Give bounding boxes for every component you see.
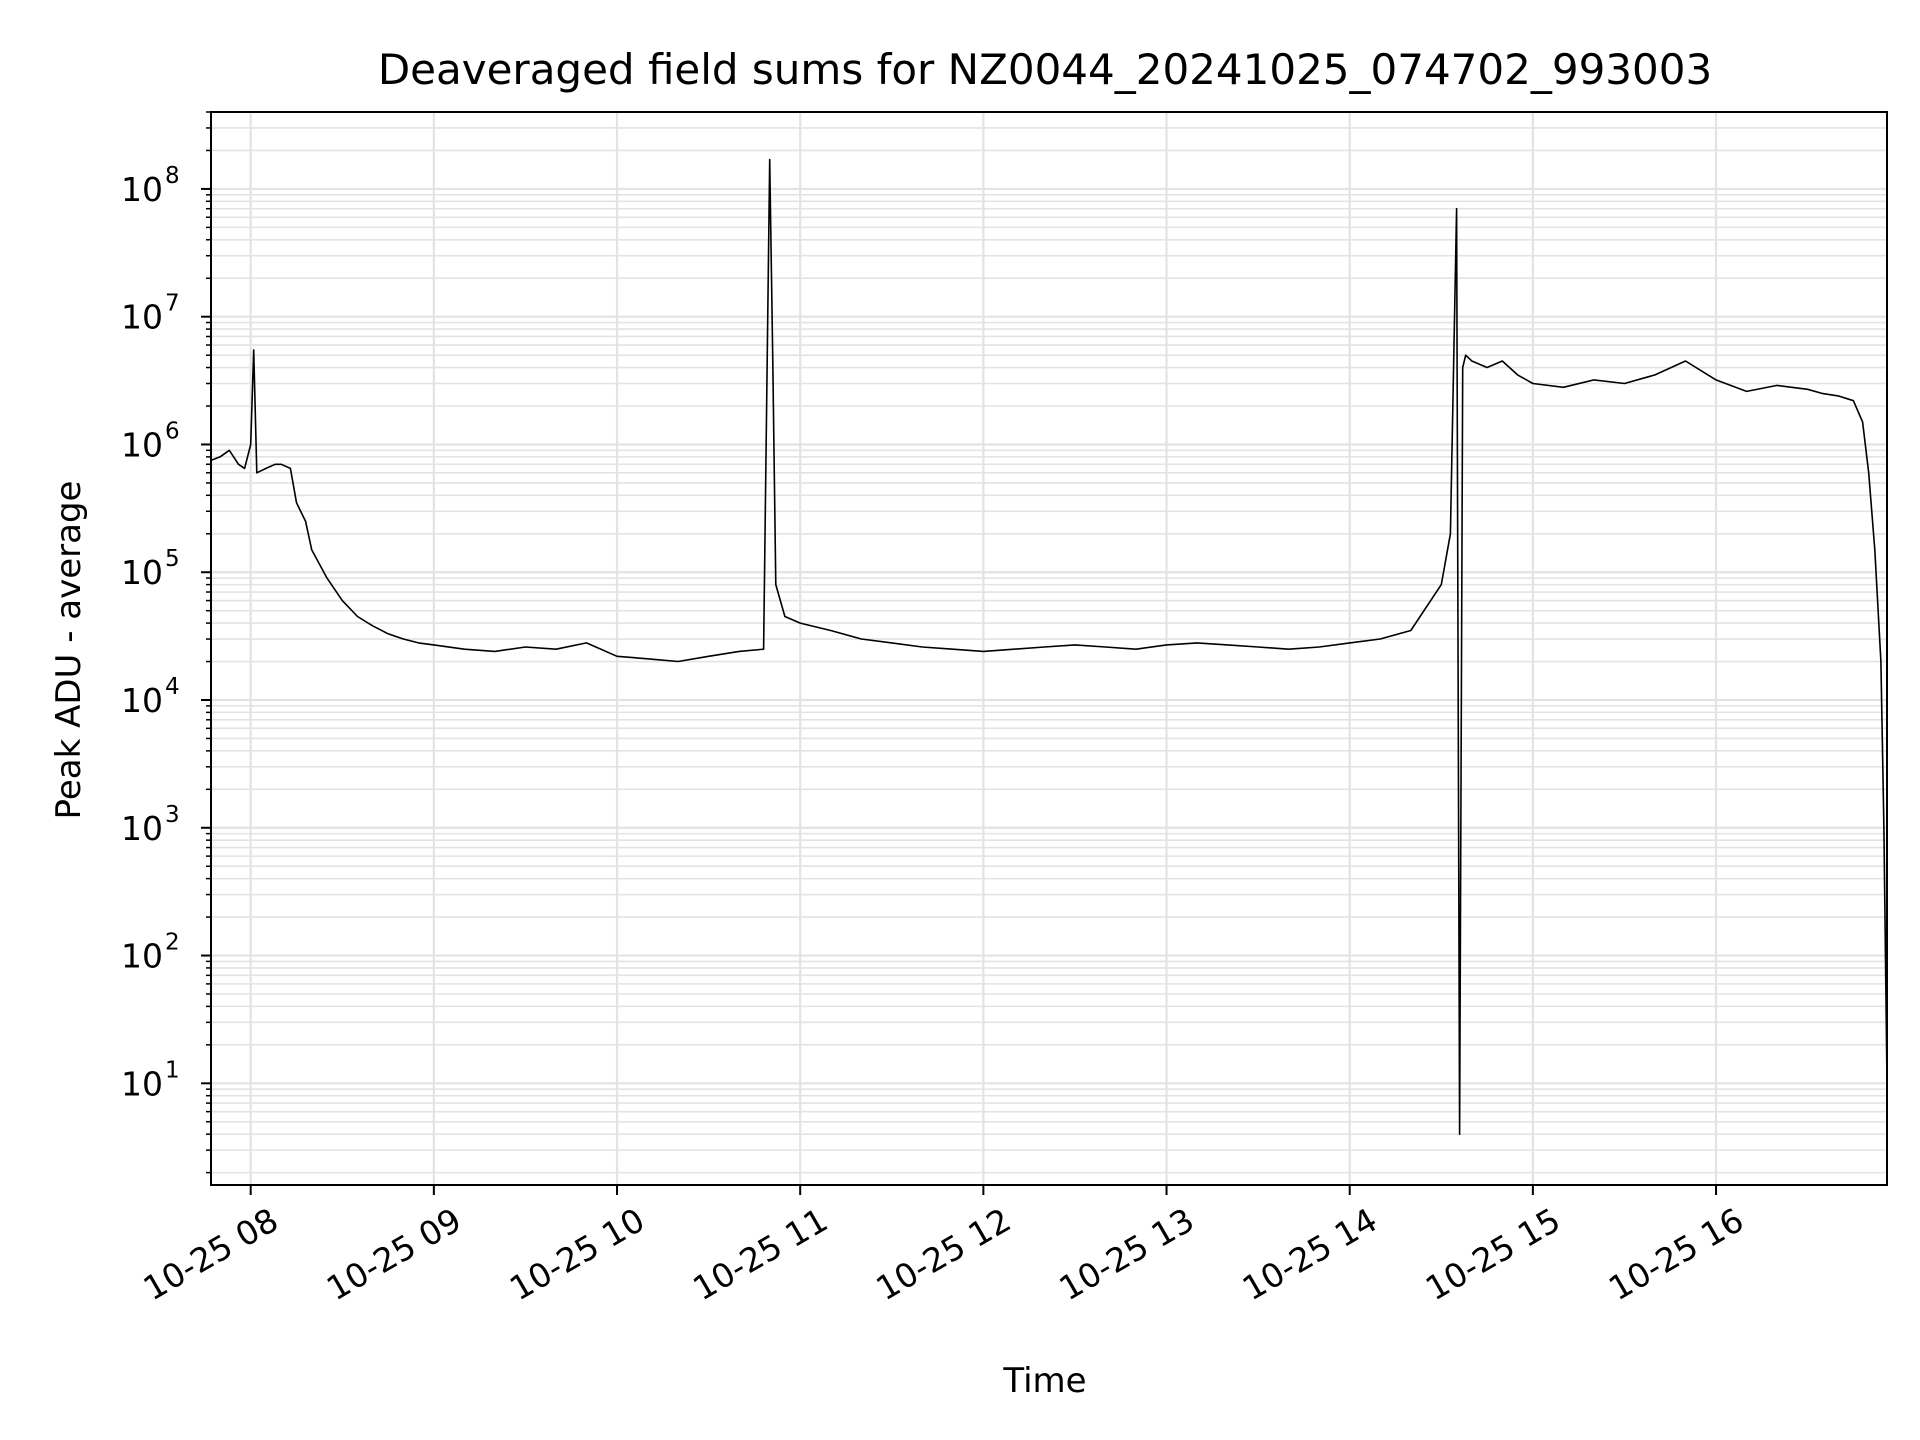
y-tick-label: 10 bbox=[121, 170, 163, 209]
y-tick-exponent: 7 bbox=[165, 291, 180, 317]
series-layer bbox=[210, 158, 1888, 1135]
y-tick-exponent: 4 bbox=[165, 674, 180, 700]
y-tick-label: 10 bbox=[121, 681, 163, 720]
y-tick-label: 10 bbox=[121, 1064, 163, 1103]
y-tick-exponent: 8 bbox=[165, 163, 180, 189]
y-tick-label: 10 bbox=[121, 937, 163, 976]
y-tick-exponent: 3 bbox=[165, 802, 180, 828]
series-line bbox=[210, 158, 1888, 1135]
y-tick-label: 10 bbox=[121, 553, 163, 592]
y-tick-exponent: 6 bbox=[165, 418, 180, 444]
y-tick-exponent: 2 bbox=[165, 930, 180, 956]
y-tick-label: 10 bbox=[121, 425, 163, 464]
plot-frame bbox=[210, 111, 1888, 1186]
x-axis-label: Time bbox=[1002, 1361, 1086, 1401]
y-tick-exponent: 5 bbox=[165, 546, 180, 572]
grid bbox=[211, 111, 1887, 1185]
chart-title: Deaveraged field sums for NZ0044_2024102… bbox=[378, 45, 1712, 94]
y-axis-label: Peak ADU - average bbox=[49, 481, 89, 820]
y-tick-label: 10 bbox=[121, 809, 163, 848]
y-tick-label: 10 bbox=[121, 298, 163, 337]
y-tick-exponent: 1 bbox=[165, 1057, 180, 1083]
